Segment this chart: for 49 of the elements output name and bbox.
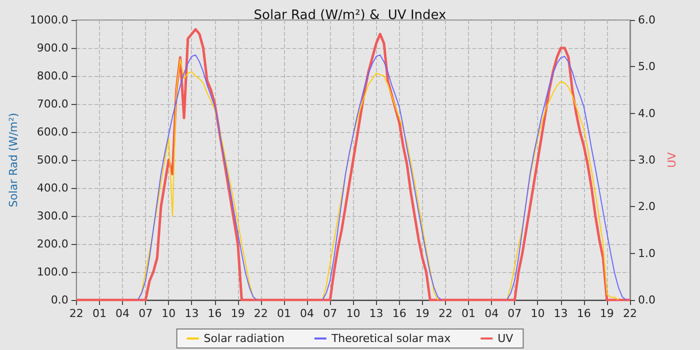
legend-label: Theoretical solar max [330,332,452,345]
x-tick-label: 16 [576,307,591,320]
x-tick-label: 07 [323,307,338,320]
y-tick-label: 200.0 [36,238,68,250]
x-tick-label: 07 [138,307,153,320]
x-tick-label: 04 [300,307,314,320]
y2-axis-title: UV [665,152,678,168]
y2-tick-label: 2.0 [638,200,656,214]
x-tick-label: 07 [508,307,522,320]
x-tick-label: 19 [415,307,430,320]
y2-tick-label: 1.0 [638,246,656,260]
x-tick-label: 13 [184,307,199,320]
legend-label: UV [498,332,514,345]
legend-label: Solar radiation [204,332,284,345]
y2-tick-label: 0.0 [638,294,656,306]
x-tick-label: 22 [623,307,637,320]
y2-tick-label: 3.0 [638,154,656,166]
x-tick-label: 22 [69,307,84,320]
x-tick-label: 22 [438,307,452,320]
y-tick-label: 900.0 [36,42,68,54]
y-tick-label: 0.0 [50,294,68,306]
x-tick-label: 19 [600,307,614,320]
y-tick-label: 600.0 [36,126,68,138]
x-tick-label: 01 [462,307,476,320]
x-tick-label: 01 [92,307,106,320]
y-tick-label: 800.0 [36,70,68,82]
x-tick-label: 13 [554,307,568,320]
y-tick-label: 500.0 [36,154,68,166]
y2-tick-label: 5.0 [638,60,656,74]
x-tick-label: 16 [208,307,222,320]
x-tick-label: 10 [530,307,545,320]
y2-tick-label: 6.0 [638,14,656,26]
x-tick-label: 13 [369,307,384,320]
x-tick-label: 10 [346,307,360,320]
y-tick-label: 300.0 [36,210,68,222]
y-tick-label: 400.0 [36,182,68,194]
x-tick-label: 22 [254,307,268,320]
y-tick-label: 100.0 [36,266,68,278]
y-tick-label: 1000.0 [30,14,68,26]
x-tick-label: 04 [484,307,499,320]
x-tick-label: 04 [116,307,130,320]
x-tick-label: 19 [230,307,245,320]
chart-title: Solar Rad (W/m²) & UV Index [254,8,447,23]
y-tick-label: 700.0 [36,98,68,110]
x-tick-label: 16 [392,307,406,320]
y-axis-title: Solar Rad (W/m²) [7,112,20,208]
y2-tick-label: 4.0 [638,106,656,120]
x-tick-label: 10 [162,307,176,320]
x-tick-label: 01 [276,307,291,320]
